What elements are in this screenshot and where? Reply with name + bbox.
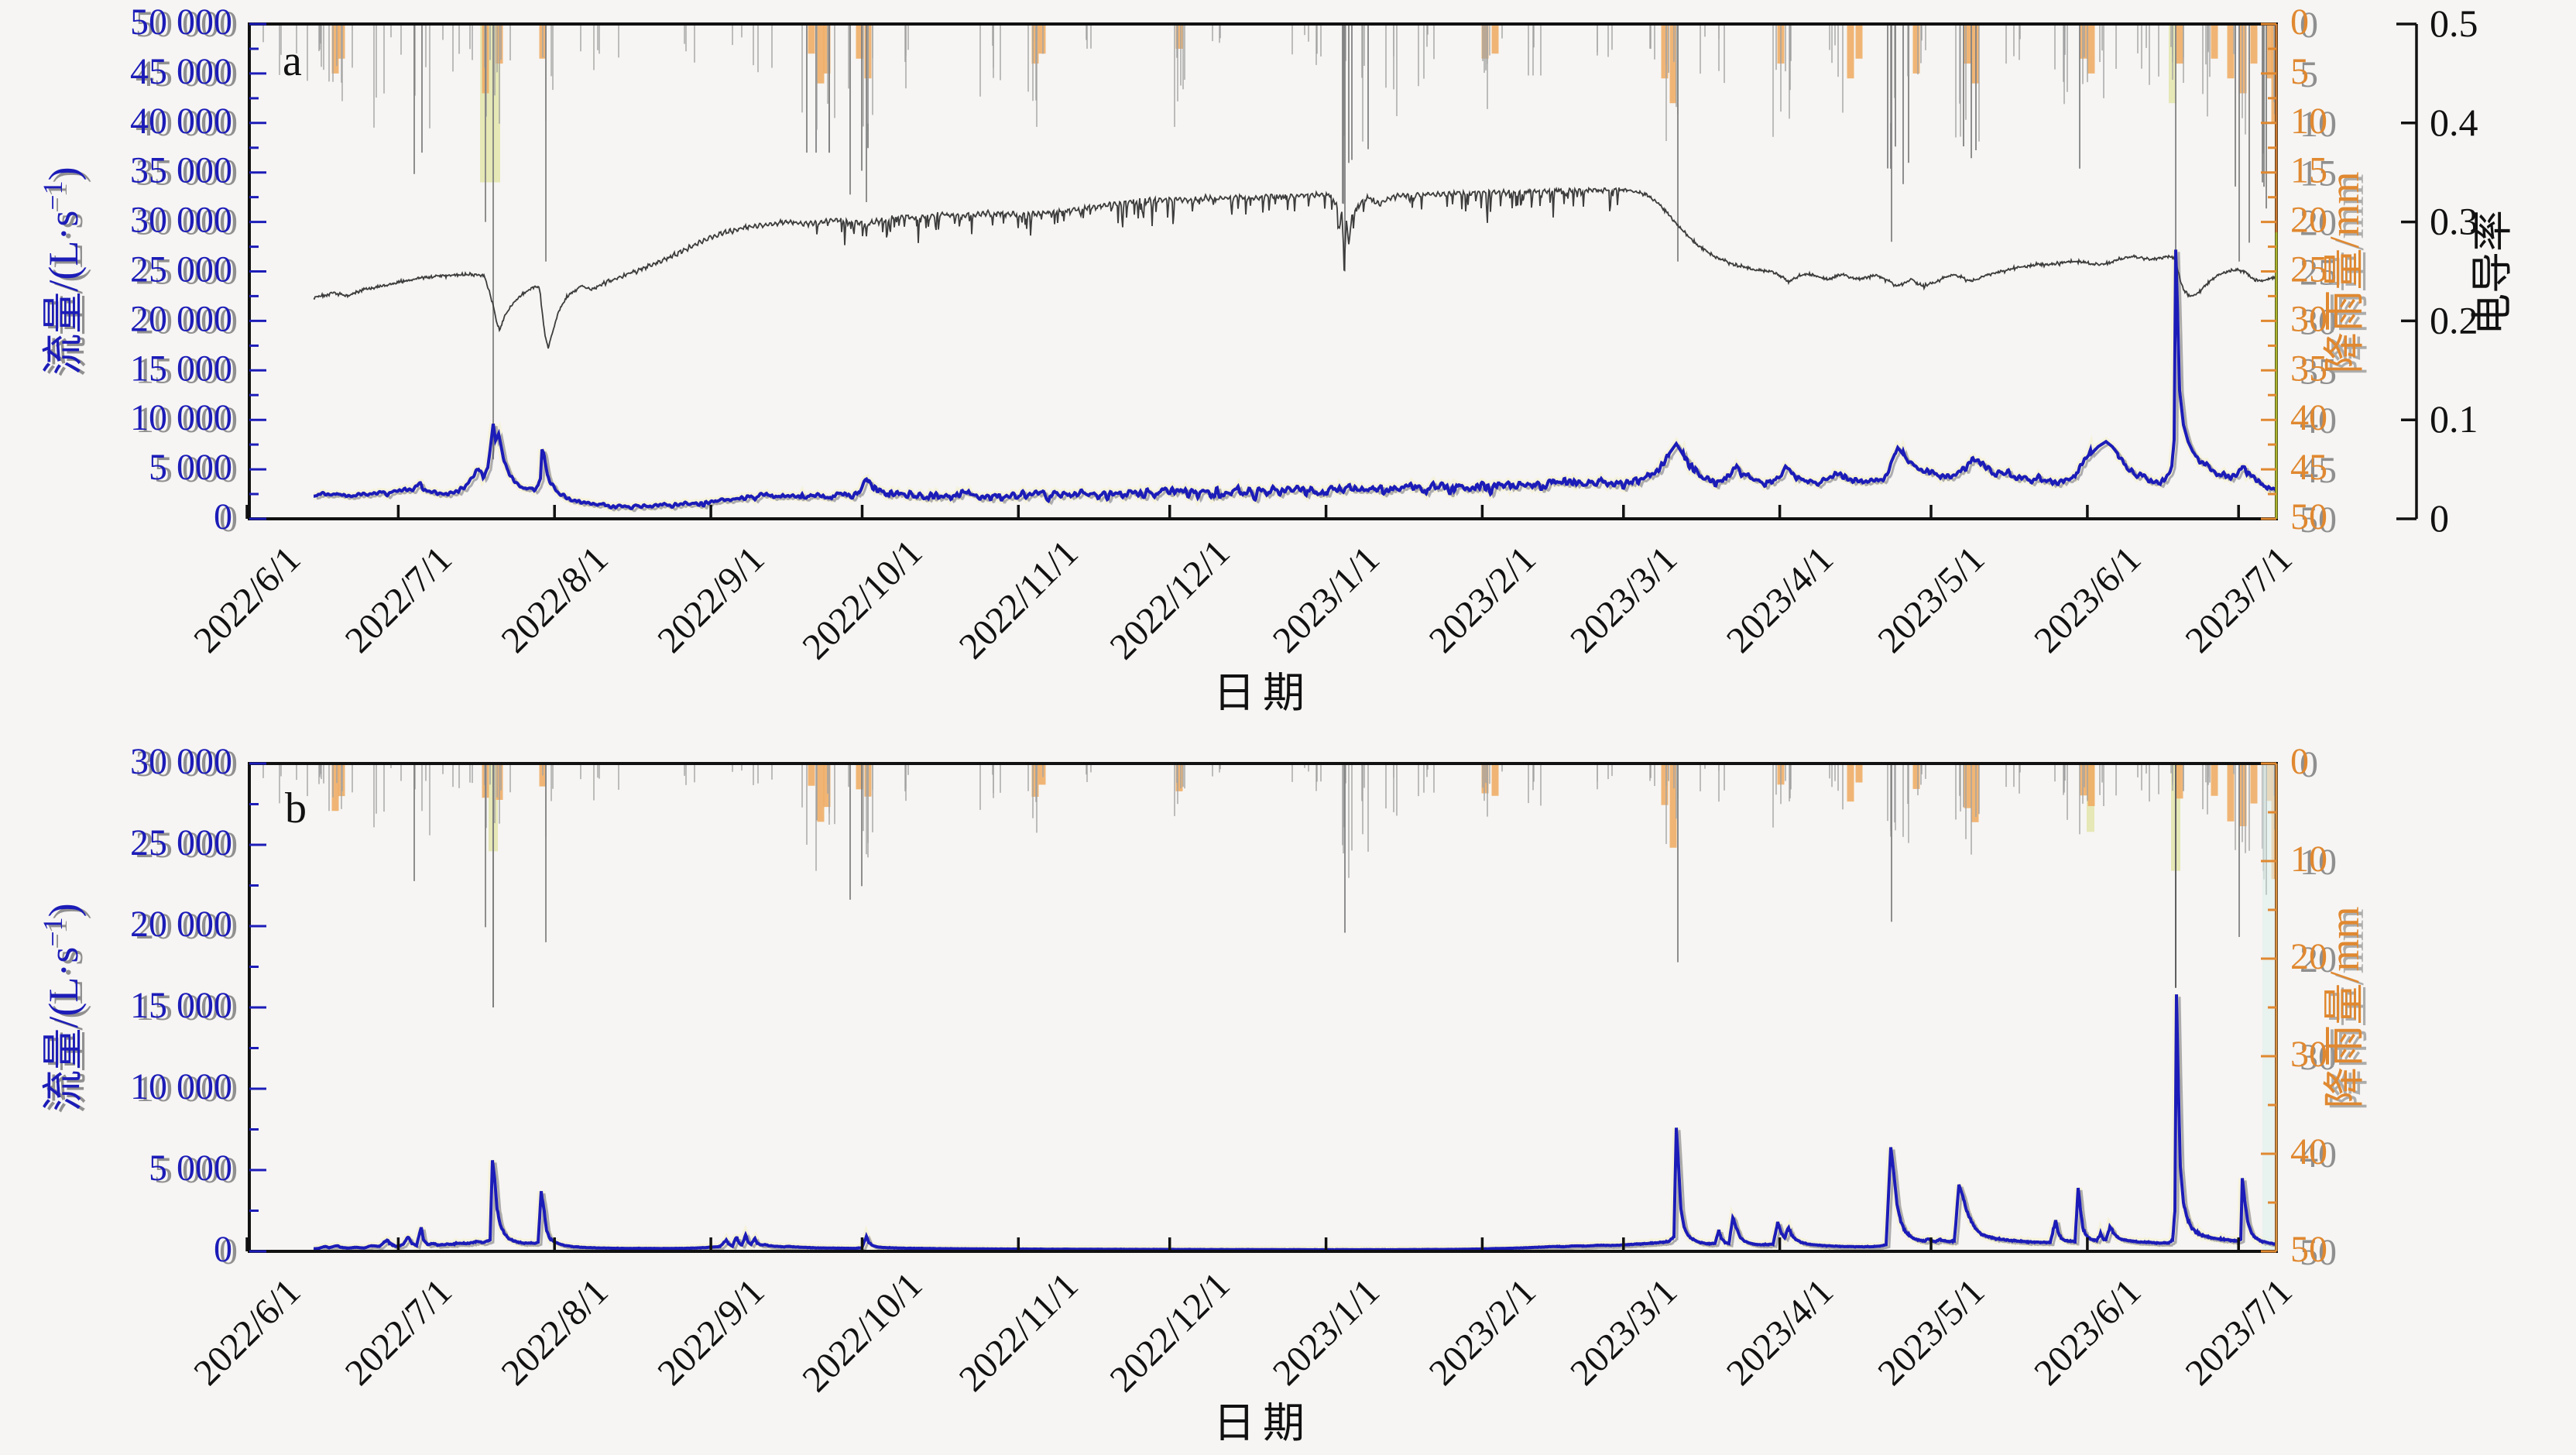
svg-text:50 000: 50 000 [135, 4, 238, 45]
svg-text:15 000: 15 000 [135, 350, 238, 391]
svg-text:降雨量/mm: 降雨量/mm [2326, 173, 2372, 376]
svg-text:5 000: 5 000 [154, 1150, 238, 1191]
svg-text:30: 30 [2300, 1037, 2337, 1078]
svg-text:35 000: 35 000 [135, 153, 238, 194]
svg-text:40 000: 40 000 [130, 101, 232, 142]
svg-text:40: 40 [2300, 400, 2337, 441]
svg-text:10 000: 10 000 [135, 400, 238, 441]
svg-text:20 000: 20 000 [130, 904, 232, 945]
svg-text:5 000: 5 000 [149, 447, 232, 488]
svg-text:50 000: 50 000 [130, 2, 232, 43]
svg-text:b: b [285, 784, 307, 832]
svg-text:降雨量/mm: 降雨量/mm [2326, 908, 2372, 1110]
svg-text:5: 5 [2300, 54, 2318, 95]
svg-text:30: 30 [2300, 301, 2337, 342]
svg-text:0: 0 [219, 1231, 238, 1272]
svg-text:0.5: 0.5 [2430, 2, 2478, 45]
svg-text:10: 10 [2290, 839, 2327, 880]
svg-text:35: 35 [2290, 348, 2327, 389]
svg-text:降雨量/mm: 降雨量/mm [2321, 906, 2368, 1108]
svg-text:25 000: 25 000 [130, 822, 232, 863]
svg-text:40: 40 [2300, 1134, 2337, 1175]
svg-text:30: 30 [2290, 1034, 2327, 1075]
svg-text:40: 40 [2290, 397, 2327, 438]
svg-text:45 000: 45 000 [135, 53, 238, 94]
svg-text:30 000: 30 000 [130, 200, 232, 241]
svg-text:0: 0 [2290, 2, 2309, 43]
svg-text:30: 30 [2290, 298, 2327, 339]
svg-text:0.1: 0.1 [2430, 397, 2478, 441]
svg-text:20: 20 [2300, 939, 2337, 980]
svg-text:20: 20 [2300, 203, 2337, 244]
svg-text:5 000: 5 000 [154, 449, 238, 490]
svg-text:0: 0 [2430, 496, 2449, 540]
svg-text:10 000: 10 000 [130, 397, 232, 438]
svg-text:25 000: 25 000 [135, 252, 238, 293]
svg-text:0.2: 0.2 [2430, 298, 2478, 341]
svg-text:40: 40 [2290, 1131, 2327, 1172]
svg-text:日期: 日期 [1213, 1400, 1312, 1446]
svg-text:电导率: 电导率 [2469, 210, 2516, 335]
svg-text:0.4: 0.4 [2430, 101, 2478, 144]
svg-text:50: 50 [2300, 1232, 2337, 1273]
svg-text:20 000: 20 000 [135, 300, 238, 341]
svg-text:25: 25 [2300, 252, 2337, 293]
svg-text:50: 50 [2290, 1229, 2327, 1270]
svg-text:0: 0 [2290, 741, 2309, 782]
svg-text:20 000: 20 000 [135, 906, 238, 947]
svg-text:25 000: 25 000 [135, 825, 238, 866]
svg-text:15 000: 15 000 [130, 985, 232, 1026]
svg-text:0: 0 [214, 496, 232, 537]
svg-text:35: 35 [2300, 351, 2337, 392]
svg-text:15 000: 15 000 [130, 348, 232, 389]
svg-text:5: 5 [2290, 51, 2309, 92]
svg-text:0: 0 [2300, 744, 2318, 785]
svg-text:30 000: 30 000 [135, 743, 238, 784]
svg-text:25 000: 25 000 [130, 249, 232, 290]
svg-text:10 000: 10 000 [135, 1069, 238, 1110]
svg-text:10: 10 [2300, 104, 2337, 145]
svg-text:20: 20 [2290, 200, 2327, 241]
svg-text:50: 50 [2300, 499, 2337, 540]
svg-text:15 000: 15 000 [135, 987, 238, 1028]
svg-text:50: 50 [2290, 496, 2327, 537]
svg-text:35 000: 35 000 [130, 150, 232, 191]
svg-text:30 000: 30 000 [130, 741, 232, 782]
svg-text:30 000: 30 000 [135, 202, 238, 243]
svg-text:a: a [283, 37, 302, 85]
svg-text:0: 0 [2300, 5, 2318, 46]
svg-text:5 000: 5 000 [149, 1148, 232, 1189]
svg-text:45: 45 [2300, 450, 2337, 491]
svg-text:0: 0 [214, 1229, 232, 1270]
svg-text:0: 0 [219, 499, 238, 540]
svg-text:日期: 日期 [1213, 670, 1312, 716]
svg-text:20 000: 20 000 [130, 298, 232, 339]
svg-text:10: 10 [2290, 101, 2327, 142]
svg-text:降雨量/mm: 降雨量/mm [2321, 171, 2368, 373]
svg-text:10 000: 10 000 [130, 1066, 232, 1107]
svg-text:0.3: 0.3 [2430, 200, 2478, 243]
svg-text:45 000: 45 000 [130, 51, 232, 92]
svg-text:15: 15 [2290, 150, 2327, 191]
svg-text:40 000: 40 000 [135, 103, 238, 144]
svg-text:20: 20 [2290, 936, 2327, 977]
svg-text:45: 45 [2290, 447, 2327, 488]
svg-text:15: 15 [2300, 153, 2337, 194]
svg-text:10: 10 [2300, 842, 2337, 883]
svg-text:25: 25 [2290, 249, 2327, 290]
